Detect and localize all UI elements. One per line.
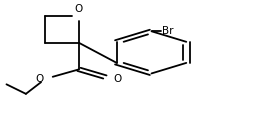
- Text: O: O: [35, 74, 43, 84]
- Text: O: O: [75, 4, 83, 14]
- Text: O: O: [113, 74, 122, 84]
- Text: Br: Br: [162, 26, 173, 36]
